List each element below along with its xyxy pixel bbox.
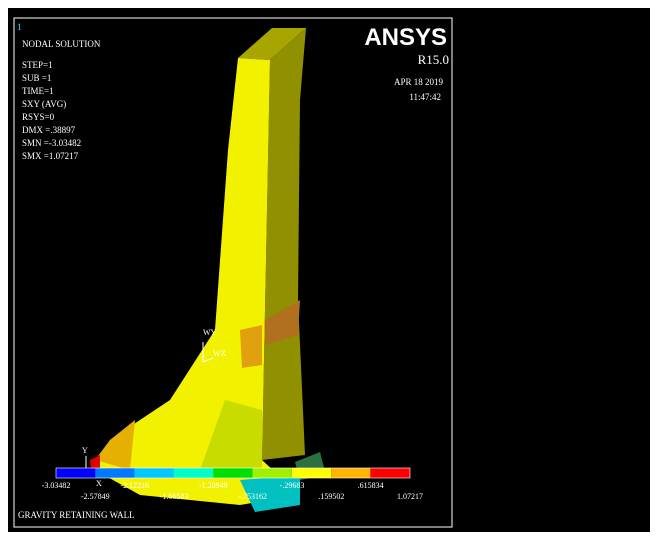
legend-label: -3.03482 bbox=[42, 481, 71, 490]
info-line: SXY (AVG) bbox=[22, 99, 66, 109]
time: 11:47:42 bbox=[409, 92, 441, 102]
info-line: SMN =-3.03482 bbox=[22, 138, 81, 148]
legend-swatch bbox=[213, 468, 252, 478]
stress-zone bbox=[240, 325, 262, 368]
info-line: STEP=1 bbox=[22, 60, 53, 70]
legend-label: -2.12216 bbox=[120, 481, 149, 490]
axis-label: X bbox=[96, 479, 102, 488]
info-line: NODAL SOLUTION bbox=[22, 39, 101, 49]
legend-swatch bbox=[370, 468, 410, 478]
legend-swatch bbox=[331, 468, 370, 478]
legend-label: -2.57849 bbox=[81, 492, 110, 501]
window-number: 1 bbox=[17, 22, 22, 32]
brand-release: R15.0 bbox=[418, 52, 449, 67]
legend-label: -.29683 bbox=[280, 481, 305, 490]
caption: GRAVITY RETAINING WALL bbox=[18, 510, 135, 520]
legend-swatch bbox=[174, 468, 213, 478]
info-line: TIME=1 bbox=[22, 86, 54, 96]
legend-label: .615834 bbox=[358, 481, 384, 490]
legend-label: .159502 bbox=[318, 492, 344, 501]
legend-label: 1.07217 bbox=[397, 492, 423, 501]
page: 1 NODAL SOLUTION STEP=1 SUB =1 TIME=1 SXY (A… bbox=[0, 0, 658, 537]
info-line: SUB =1 bbox=[22, 73, 51, 83]
brand-name: ANSYS bbox=[364, 24, 447, 51]
legend-swatch bbox=[135, 468, 174, 478]
info-line: RSYS=0 bbox=[22, 112, 55, 122]
date: APR 18 2019 bbox=[394, 77, 444, 87]
legend-label: -1.66583 bbox=[160, 492, 189, 501]
legend-swatch bbox=[95, 468, 134, 478]
screen: 1 NODAL SOLUTION STEP=1 SUB =1 TIME=1 SXY (A… bbox=[0, 0, 658, 537]
axis-label: WY bbox=[203, 328, 217, 337]
legend-swatch bbox=[253, 468, 292, 478]
legend-swatch bbox=[56, 468, 95, 478]
axis-label: WX bbox=[213, 349, 227, 358]
axis-label: Y bbox=[82, 446, 88, 455]
legend-swatch bbox=[292, 468, 331, 478]
info-line: SMX =1.07217 bbox=[22, 151, 79, 161]
info-line: DMX =.38897 bbox=[22, 125, 76, 135]
legend-label: -1.20949 bbox=[199, 481, 228, 490]
legend-bar bbox=[56, 468, 410, 478]
legend-label: -.753162 bbox=[238, 492, 267, 501]
